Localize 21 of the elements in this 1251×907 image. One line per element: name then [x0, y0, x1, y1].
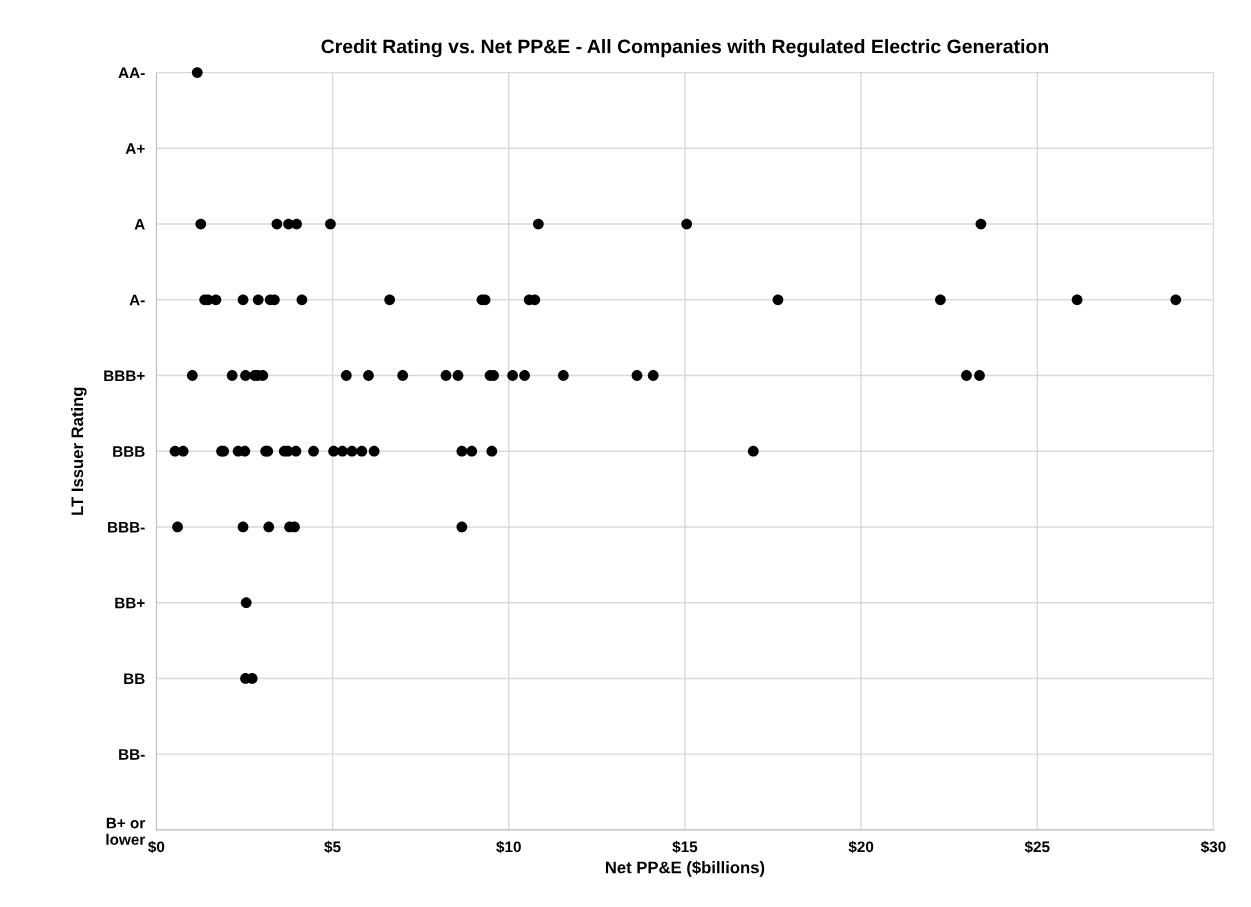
y-tick-label: BBB-	[108, 521, 145, 533]
y-tick-label: BB-	[119, 749, 145, 760]
x-tick-label: $0	[148, 840, 165, 854]
y-axis-title: LT Issuer Rating	[70, 387, 87, 515]
x-tick-label: $30	[1200, 840, 1226, 854]
x-tick-label: $25	[1024, 840, 1050, 854]
y-tick-label: A-	[129, 294, 145, 306]
x-tick-label: $15	[672, 840, 698, 854]
y-tick-label: BB+	[115, 597, 145, 609]
y-tick-label: A+	[125, 143, 145, 154]
x-tick-label: $10	[496, 840, 521, 854]
x-axis-title: Net PP&E ($billions)	[605, 860, 765, 877]
y-tick-label: BBB+	[104, 370, 145, 382]
y-tick-label: AA-	[118, 67, 145, 79]
y-tick-label: B+ or lower	[106, 817, 146, 845]
y-tick-label: A	[134, 219, 145, 230]
y-tick-label: BBB	[113, 446, 145, 457]
chart-title: Credit Rating vs. Net PP&E - All Companies with Regulated Electric Generation	[321, 39, 1049, 58]
x-tick-label: $20	[848, 840, 874, 854]
x-tick-label: $5	[324, 840, 341, 854]
y-tick-label: BB	[124, 673, 145, 684]
